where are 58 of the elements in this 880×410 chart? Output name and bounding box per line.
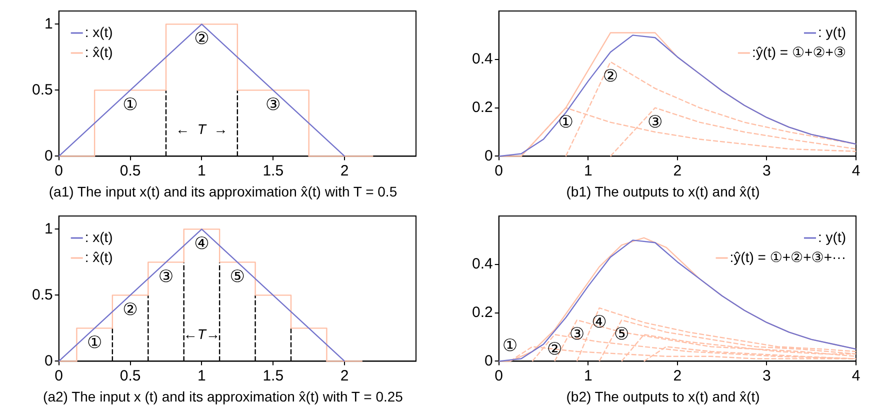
annotation: ③ xyxy=(158,266,174,286)
annotation: ⑤ xyxy=(230,266,246,286)
y-tick-label: 0 xyxy=(484,352,493,370)
y-tick-label: 0.5 xyxy=(32,286,53,304)
annotation: ① xyxy=(122,94,138,114)
x-tick-label: 4 xyxy=(852,162,860,180)
legend-label: : x̂(t) xyxy=(84,44,113,60)
text: (a2) The input x (t) and its approximation x̂(t) with T = 0.25 xyxy=(43,388,404,404)
annotation: ③ xyxy=(266,94,281,114)
x-tick-label: 0.5 xyxy=(120,162,141,180)
y-tick-label: 0.4 xyxy=(472,256,493,273)
legend-label: :ŷ(t) = ①+②+③ xyxy=(752,44,846,60)
text: (b2) The outputs to x(t) and x̂(t) xyxy=(566,388,760,404)
x-tick-label: 2 xyxy=(340,367,349,384)
x-tick-label: 1.5 xyxy=(262,162,284,180)
annotation: ←T→ xyxy=(183,326,220,342)
annotation: ① xyxy=(502,336,518,355)
annotation: ② xyxy=(122,300,138,319)
y-tick-label: 0 xyxy=(44,147,53,164)
legend-label: : y(t) xyxy=(818,24,846,40)
x-tick-label: 1 xyxy=(584,162,592,180)
annotation: ③ xyxy=(647,112,663,132)
y-tick-label: 1 xyxy=(44,15,53,32)
text: (a1) The input x(t) and its approximation x̂(t) with T = 0.5 xyxy=(48,183,398,200)
annotation: ① xyxy=(558,112,574,132)
annotation: ② xyxy=(547,339,562,358)
x-tick-label: 3 xyxy=(762,162,771,180)
x-tick-label: 3 xyxy=(762,367,771,384)
annotation: ← T → xyxy=(176,120,228,137)
annotation: ② xyxy=(602,66,618,86)
legend-label: : y(t) xyxy=(818,228,846,245)
x-tick-label: 4 xyxy=(852,367,860,384)
legend-label: : x(t) xyxy=(84,228,113,245)
y-tick-label: 0 xyxy=(484,147,493,164)
y-tick-label: 0 xyxy=(44,352,53,370)
x-tick-label: 2 xyxy=(673,162,682,180)
legend-label: :ŷ(t) = ①+②+③+··· xyxy=(730,248,846,265)
x-tick-label: 1 xyxy=(198,162,206,180)
y-tick-label: 1 xyxy=(44,220,53,238)
x-tick-label: 1 xyxy=(584,367,592,384)
y-tick-label: 0.2 xyxy=(472,304,493,321)
x-tick-label: 1 xyxy=(198,367,206,384)
y-tick-label: 0.4 xyxy=(472,50,493,68)
annotation: ① xyxy=(86,332,102,352)
annotation: ③ xyxy=(569,324,585,344)
y-tick-label: 0.5 xyxy=(32,81,53,98)
text: (b1) The outputs to x(t) and x̂(t) xyxy=(566,183,760,200)
x-tick-label: 0.5 xyxy=(120,367,141,384)
legend-label: : x(t) xyxy=(84,24,113,40)
legend-label: : x̂(t) xyxy=(84,248,113,265)
annotation: ④ xyxy=(194,234,210,253)
y-tick-label: 0.2 xyxy=(472,98,493,116)
x-tick-label: 2 xyxy=(340,162,349,180)
x-tick-label: 1.5 xyxy=(262,367,284,384)
x-tick-label: 2 xyxy=(673,367,682,384)
annotation: ④ xyxy=(592,312,607,332)
annotation: ⑤ xyxy=(614,324,630,344)
annotation: ② xyxy=(194,28,210,48)
